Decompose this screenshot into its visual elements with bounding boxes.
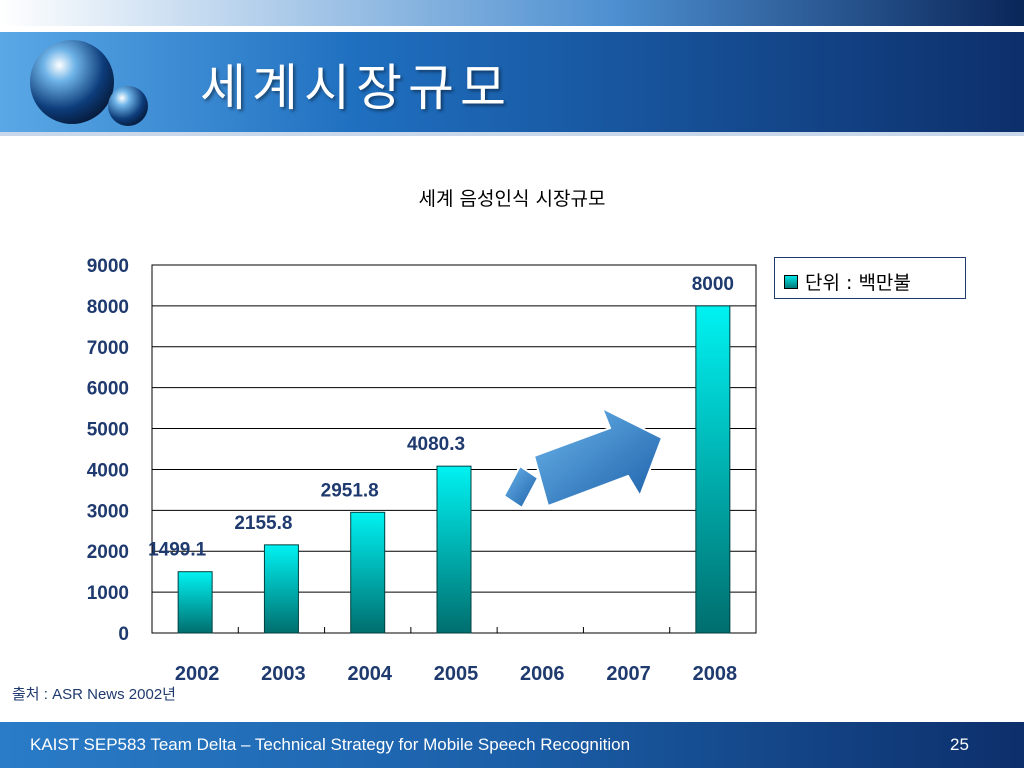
x-tick-label: 2004 [347,663,392,685]
data-label-2004: 2951.8 [321,480,379,501]
bar-chart: 세계 음성인식 시장규모 0 1000 2000 3000 4000 5000 6000 70… [87,188,757,685]
y-tick-label: 7000 [87,338,129,359]
chart-bars [177,305,731,634]
chart-data-labels: 1499.1 2155.8 2951.8 4080.3 8000 [148,274,734,561]
y-tick-label: 2000 [87,542,129,563]
data-label-2002: 1499.1 [148,540,207,561]
y-tick-label: 3000 [87,501,129,522]
source-note: 출처 : ASR News 2002년 [12,686,176,703]
footer-banner [0,722,1024,768]
globe-logo-icon [30,40,114,124]
legend-swatch [784,275,798,289]
x-tick-label: 2006 [520,663,565,685]
data-label-2003: 2155.8 [234,513,292,534]
up-arrow-icon [502,405,664,510]
y-tick-label: 5000 [87,420,129,441]
header-banner [0,0,1024,136]
y-tick-label: 1000 [87,583,129,604]
footer-text: KAIST SEP583 Team Delta – Technical Stra… [30,735,631,754]
y-tick-label: 0 [118,624,129,645]
chart-axes: 0 1000 2000 3000 4000 5000 6000 7000 8000 9000 200… [87,256,757,685]
x-tick-label: 2008 [693,663,738,685]
bar-2008 [695,305,731,634]
small-globe-icon [108,86,148,126]
data-label-2008: 8000 [692,274,734,295]
chart-legend: 단위 : 백만불 [774,257,966,299]
x-tick-label: 2002 [175,663,220,685]
slide-header: 세계시장규모 [0,0,1024,140]
bar-2004 [350,511,386,634]
x-tick-label: 2005 [434,663,479,685]
x-tick-label: 2007 [606,663,651,685]
chart-title: 세계 음성인식 시장규모 [419,188,606,210]
page-number: 25 [950,735,969,754]
slide-footer: KAIST SEP583 Team Delta – Technical Stra… [0,722,1024,768]
y-tick-label: 4000 [87,460,129,481]
bar-2005 [436,465,472,634]
y-tick-label: 9000 [87,256,129,277]
bar-2002 [177,571,213,634]
legend-label: 단위 : 백만불 [805,272,911,294]
y-tick-label: 6000 [87,379,129,400]
y-tick-label: 8000 [87,297,129,318]
data-label-2005: 4080.3 [407,434,465,455]
x-tick-label: 2003 [261,663,306,685]
bar-2003 [263,544,299,634]
slide-title: 세계시장규모 [200,59,512,117]
